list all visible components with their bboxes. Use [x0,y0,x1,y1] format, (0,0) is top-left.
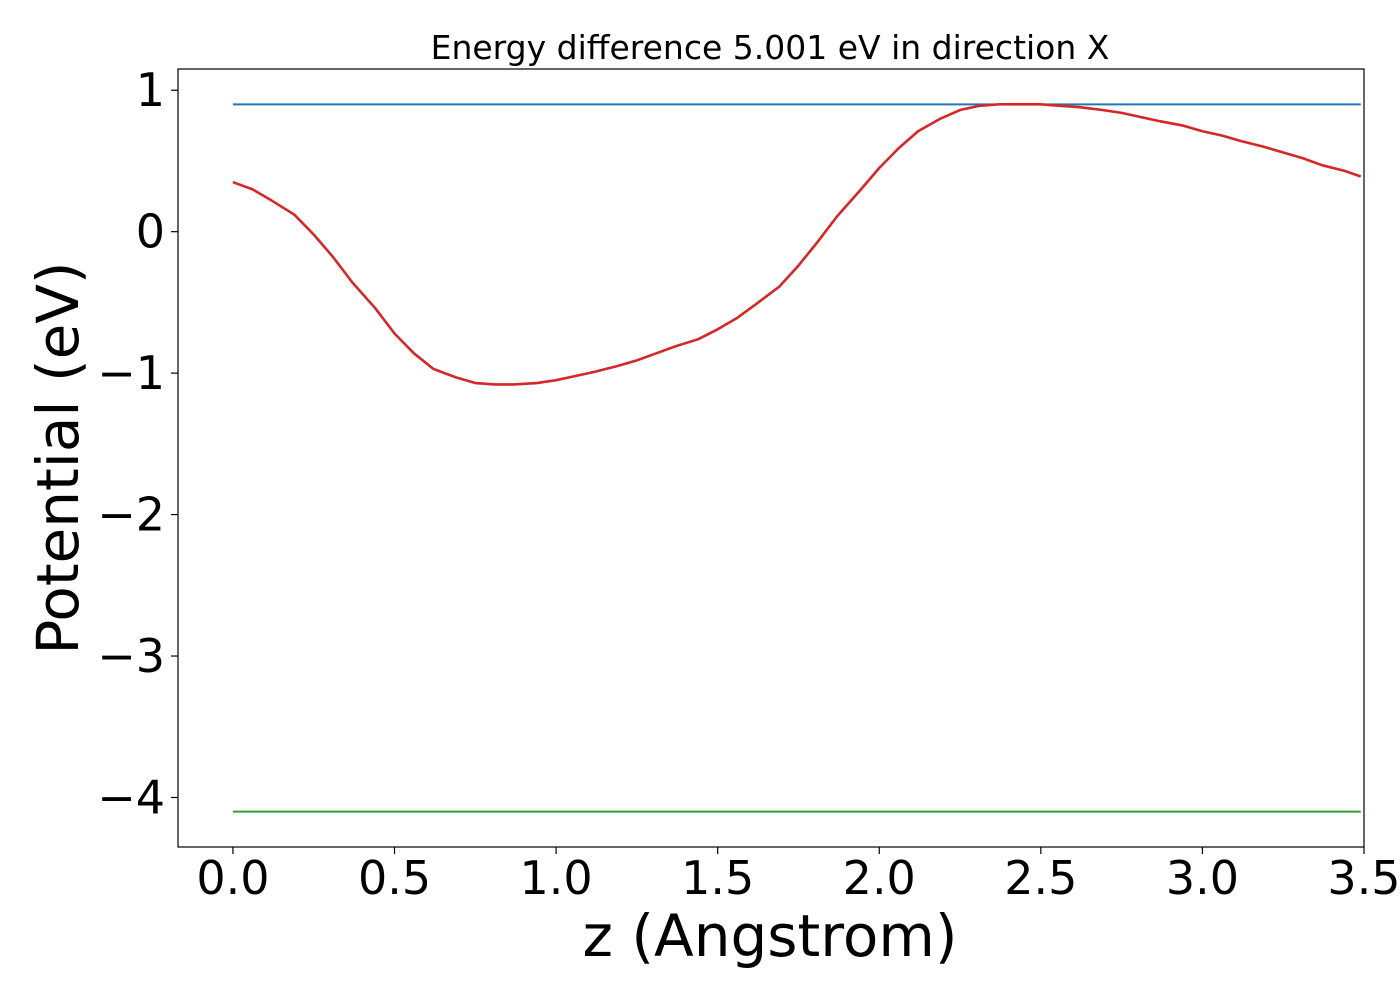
y-axis-label: Potential (eV) [24,261,92,654]
x-tick-label: 2.0 [843,851,916,905]
y-tick-label: 0 [136,205,165,259]
x-tick-label: 3.0 [1166,851,1239,905]
x-axis-ticks: 0.0 0.5 1.0 1.5 2.0 2.5 3.0 3.5 [196,847,1400,905]
x-tick-label: 1.0 [520,851,593,905]
x-tick-label: 0.5 [358,851,431,905]
x-tick-label: 1.5 [681,851,754,905]
y-tick-label: −4 [97,770,165,824]
x-tick-label: 0.0 [196,851,269,905]
x-axis-label: z (Angstrom) [583,902,958,970]
y-tick-label: −3 [97,629,165,683]
y-tick-label: −1 [97,346,165,400]
y-axis-ticks: 1 0 −1 −2 −3 −4 [97,63,178,824]
plot-frame [177,68,1365,848]
y-tick-label: 1 [136,63,165,117]
chart-title: Energy difference 5.001 eV in direction … [431,28,1110,67]
y-tick-label: −2 [97,488,165,542]
x-tick-label: 3.5 [1327,851,1400,905]
series-layer [232,103,1362,813]
series-line-3 [232,103,1362,386]
x-tick-label: 2.5 [1004,851,1077,905]
